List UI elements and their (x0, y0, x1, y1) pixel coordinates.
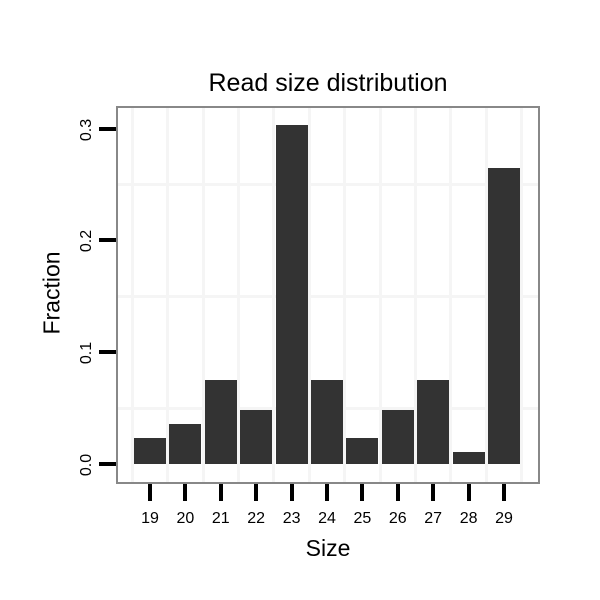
bar-20 (169, 424, 202, 464)
x-tick-27 (431, 484, 436, 501)
x-tick-29 (502, 484, 506, 501)
y-tick-label-0.1: 0.1 (78, 342, 95, 365)
x-tick-label-24: 24 (318, 510, 336, 527)
y-tick-label-0.0: 0.0 (78, 453, 95, 477)
bar-19 (134, 438, 166, 464)
x-tick-label-28: 28 (459, 510, 478, 527)
x-tick-28 (466, 484, 471, 501)
y-tick-0.1 (99, 350, 116, 355)
x-tick-label-26: 26 (388, 510, 407, 527)
y-tick-label-0.2: 0.2 (78, 230, 95, 253)
minor-gridline-horizontal (118, 294, 538, 298)
x-tick-20 (183, 484, 188, 501)
minor-gridline-horizontal (118, 183, 538, 186)
x-tick-25 (360, 484, 365, 501)
bar-29 (488, 168, 520, 464)
x-tick-label-22: 22 (247, 510, 266, 527)
x-tick-24 (325, 484, 329, 501)
y-axis-title: Fraction (38, 251, 65, 335)
x-axis-title: Size (305, 535, 351, 561)
bar-25 (346, 438, 379, 464)
chart-title: Read size distribution (208, 69, 448, 97)
plot-panel (116, 106, 540, 484)
x-tick-label-21: 21 (211, 510, 230, 527)
bar-21 (204, 380, 237, 464)
x-tick-label-29: 29 (495, 510, 513, 527)
bar-28 (452, 452, 485, 464)
x-tick-21 (218, 484, 223, 501)
x-tick-26 (395, 484, 400, 501)
x-tick-label-25: 25 (353, 510, 372, 527)
x-tick-label-27: 27 (424, 510, 443, 527)
bar-22 (240, 410, 273, 464)
bar-24 (311, 380, 343, 464)
x-tick-22 (254, 484, 259, 501)
y-tick-label-0.3: 0.3 (78, 118, 95, 141)
bar-26 (381, 410, 414, 464)
x-tick-label-19: 19 (141, 510, 159, 527)
x-tick-23 (289, 484, 294, 501)
bar-23 (275, 125, 308, 464)
y-tick-0.3 (99, 126, 116, 131)
y-tick-0.2 (99, 238, 116, 243)
y-tick-0.0 (99, 462, 116, 466)
x-tick-label-23: 23 (282, 510, 301, 527)
x-tick-19 (148, 484, 152, 501)
bar-27 (417, 380, 450, 464)
x-tick-label-20: 20 (176, 510, 195, 527)
